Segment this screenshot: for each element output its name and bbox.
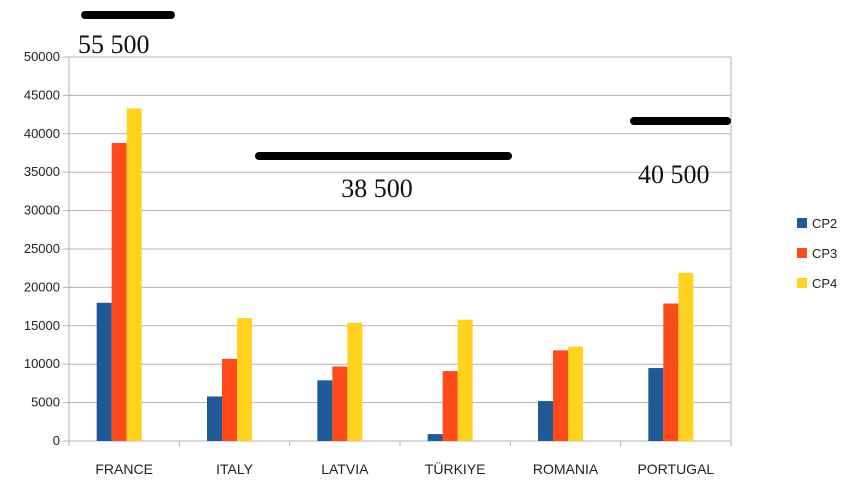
bar-cp4-türkiye — [457, 319, 473, 441]
legend-swatch-cp4 — [797, 278, 807, 288]
x-category-label: TÜRKIYE — [425, 460, 486, 477]
y-tick-label: 40000 — [24, 126, 60, 141]
bar-cp2-türkiye — [427, 434, 443, 441]
bar-cp4-portugal — [678, 272, 694, 441]
bar-cp2-romania — [538, 401, 553, 441]
x-category-labels: FRANCE ITALY LATVIA TÜRKIYE ROMANIA PORTUGAL — [95, 460, 714, 477]
x-category-label: LATVIA — [321, 461, 369, 477]
bar-cp3-france — [111, 143, 127, 442]
y-tick-label: 35000 — [24, 164, 60, 179]
annotations: 55 500 38 500 40 500 — [78, 11, 731, 203]
bar-cp4-romania — [568, 346, 583, 441]
bar-cp3-latvia — [332, 366, 348, 441]
y-tick-label: 15000 — [24, 318, 60, 333]
x-category-label: ITALY — [216, 461, 253, 477]
bar-cp2-portugal — [648, 368, 664, 441]
annotation-label: 38 500 — [341, 174, 413, 203]
y-tick-labels: 0 5000 10000 15000 20000 25000 30000 35000 40000… — [24, 49, 60, 448]
y-tick-label: 10000 — [24, 356, 60, 371]
x-category-label: FRANCE — [95, 461, 153, 477]
legend: CP2 CP3 CP4 — [797, 216, 837, 291]
annotation-label: 40 500 — [638, 160, 710, 189]
bars — [96, 108, 694, 442]
legend-label: CP4 — [812, 276, 837, 291]
grid-lines — [69, 56, 731, 442]
bar-cp4-italy — [237, 318, 252, 441]
y-tick-label: 45000 — [24, 87, 60, 102]
bar-cp2-latvia — [317, 380, 333, 441]
bar-cp4-france — [126, 108, 142, 442]
y-tick-label: 5000 — [31, 395, 60, 410]
y-tick-label: 25000 — [24, 241, 60, 256]
y-tick-label: 30000 — [24, 203, 60, 218]
legend-label: CP2 — [812, 216, 837, 231]
bar-cp3-italy — [222, 358, 237, 441]
bar-cp2-france — [96, 302, 112, 441]
x-category-label: ROMANIA — [533, 461, 599, 477]
axes — [63, 56, 732, 446]
y-tick-label: 50000 — [24, 49, 60, 64]
legend-swatch-cp2 — [797, 218, 807, 228]
bar-cp3-türkiye — [442, 371, 458, 441]
annotation-label: 55 500 — [78, 30, 150, 59]
x-category-label: PORTUGAL — [637, 461, 714, 477]
y-tick-label: 0 — [53, 433, 60, 448]
bar-cp3-romania — [553, 350, 568, 441]
legend-label: CP3 — [812, 246, 837, 261]
bar-cp3-portugal — [663, 303, 679, 441]
bar-cp2-italy — [207, 396, 222, 441]
y-tick-label: 20000 — [24, 279, 60, 294]
legend-swatch-cp3 — [797, 248, 807, 258]
bar-cp4-latvia — [347, 322, 363, 441]
